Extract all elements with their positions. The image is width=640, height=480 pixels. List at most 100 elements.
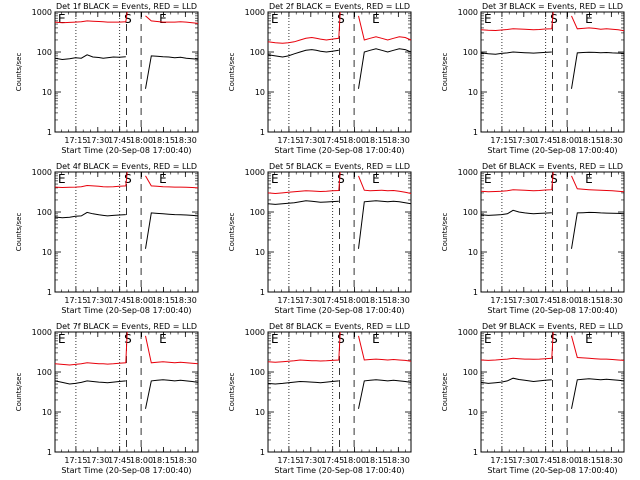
- series-line-lld: [54, 331, 199, 366]
- series-line-lld: [54, 11, 199, 24]
- marker-s: S: [124, 12, 132, 26]
- x-axis-label: Start Time (20-Sep-08 17:00:40): [274, 306, 404, 315]
- y-tick-label: 1000: [245, 8, 265, 17]
- y-axis-label: Counts/sec: [441, 53, 449, 92]
- y-tick-label: 10: [468, 88, 478, 97]
- x-tick-label: 18:30: [387, 456, 410, 465]
- y-tick-label: 10: [42, 248, 52, 257]
- x-tick-label: 18:00: [343, 456, 366, 465]
- marker-e: E: [159, 332, 167, 346]
- marker-s: S: [550, 12, 558, 26]
- x-tick-label: 18:30: [174, 136, 197, 145]
- marker-e: E: [585, 12, 593, 26]
- x-tick-label: 17:15: [490, 296, 513, 305]
- x-axis-label: Start Time (20-Sep-08 17:00:40): [274, 146, 404, 155]
- series-line-events: [480, 377, 625, 409]
- y-axis-label: Counts/sec: [228, 373, 236, 412]
- y-tick-label: 1000: [458, 168, 478, 177]
- x-tick-label: 17:15: [490, 456, 513, 465]
- y-tick-label: 1000: [245, 168, 265, 177]
- x-tick-label: 18:15: [152, 136, 175, 145]
- y-axis-label: Counts/sec: [441, 213, 449, 252]
- panel-det-1: Det 1f BLACK = Events, RED = LLD 1 10 100 10…: [15, 2, 199, 155]
- x-tick-label: 17:15: [277, 136, 300, 145]
- y-tick-label: 1000: [32, 8, 52, 17]
- marker-s: S: [550, 332, 558, 346]
- marker-s: S: [550, 172, 558, 186]
- y-tick-label: 1: [473, 128, 478, 137]
- panel-title: Det 1f BLACK = Events, RED = LLD: [56, 2, 197, 11]
- panel-title: Det 7f BLACK = Events, RED = LLD: [56, 322, 197, 331]
- x-tick-label: 17:15: [64, 136, 87, 145]
- x-tick-label: 18:30: [174, 296, 197, 305]
- y-axis-label: Counts/sec: [441, 373, 449, 412]
- series-line-lld: [267, 331, 412, 363]
- x-tick-label: 17:45: [321, 136, 344, 145]
- x-tick-label: 17:30: [86, 136, 109, 145]
- x-tick-label: 17:30: [86, 296, 109, 305]
- y-tick-label: 1: [260, 448, 265, 457]
- y-tick-label: 100: [37, 208, 52, 217]
- y-axis-label: Counts/sec: [15, 213, 23, 252]
- y-tick-label: 10: [42, 408, 52, 417]
- y-tick-label: 10: [255, 248, 265, 257]
- x-tick-label: 18:00: [130, 136, 153, 145]
- series-line-events: [267, 200, 412, 249]
- y-tick-label: 1000: [32, 168, 52, 177]
- x-tick-label: 17:30: [299, 456, 322, 465]
- y-tick-label: 100: [37, 48, 52, 57]
- x-tick-label: 18:15: [578, 136, 601, 145]
- panel-title: Det 2f BLACK = Events, RED = LLD: [269, 2, 410, 11]
- marker-e-edge: E: [484, 172, 492, 186]
- panel-det-9: Det 9f BLACK = Events, RED = LLD 1 10 100 10…: [441, 322, 625, 475]
- series-line-events: [54, 54, 199, 89]
- marker-e-edge: E: [484, 332, 492, 346]
- panel-title: Det 4f BLACK = Events, RED = LLD: [56, 162, 197, 171]
- x-tick-label: 17:45: [321, 296, 344, 305]
- y-axis-label: Counts/sec: [228, 53, 236, 92]
- x-tick-label: 17:30: [299, 296, 322, 305]
- x-tick-label: 18:15: [365, 296, 388, 305]
- marker-e: E: [372, 172, 380, 186]
- y-tick-label: 100: [250, 208, 265, 217]
- x-tick-label: 17:15: [490, 136, 513, 145]
- x-tick-label: 17:15: [277, 296, 300, 305]
- panel-det-3: Det 3f BLACK = Events, RED = LLD 1 10 100 10…: [441, 2, 625, 155]
- panel-det-5: Det 5f BLACK = Events, RED = LLD 1 10 100 10…: [228, 162, 412, 315]
- x-axis-label: Start Time (20-Sep-08 17:00:40): [487, 306, 617, 315]
- series-line-events: [54, 211, 199, 249]
- marker-s: S: [337, 332, 345, 346]
- x-tick-label: 18:00: [556, 136, 579, 145]
- y-tick-label: 100: [37, 368, 52, 377]
- series-line-events: [267, 379, 412, 409]
- panel-title: Det 8f BLACK = Events, RED = LLD: [269, 322, 410, 331]
- series-line-lld: [480, 171, 625, 193]
- marker-s: S: [124, 332, 132, 346]
- x-tick-label: 18:00: [130, 296, 153, 305]
- panel-title: Det 5f BLACK = Events, RED = LLD: [269, 162, 410, 171]
- x-tick-label: 17:15: [277, 456, 300, 465]
- panel-det-6: Det 6f BLACK = Events, RED = LLD 1 10 100 10…: [441, 162, 625, 315]
- marker-e-edge: E: [271, 332, 279, 346]
- marker-e-edge: E: [484, 12, 492, 26]
- x-tick-label: 17:45: [108, 456, 131, 465]
- panel-det-7: Det 7f BLACK = Events, RED = LLD 1 10 100 10…: [15, 322, 199, 475]
- x-tick-label: 18:30: [600, 296, 623, 305]
- y-tick-label: 1: [47, 288, 52, 297]
- marker-s: S: [124, 172, 132, 186]
- series-line-lld: [267, 171, 412, 195]
- x-tick-label: 17:45: [534, 456, 557, 465]
- x-tick-label: 17:30: [512, 296, 535, 305]
- panel-det-4: Det 4f BLACK = Events, RED = LLD 1 10 100 10…: [15, 162, 199, 315]
- x-tick-label: 18:00: [343, 296, 366, 305]
- y-tick-label: 1000: [458, 8, 478, 17]
- marker-e: E: [159, 172, 167, 186]
- y-tick-label: 1000: [32, 328, 52, 337]
- y-tick-label: 100: [463, 208, 478, 217]
- x-tick-label: 17:15: [64, 296, 87, 305]
- y-tick-label: 10: [42, 88, 52, 97]
- marker-e: E: [372, 12, 380, 26]
- marker-e-edge: E: [58, 172, 66, 186]
- panel-title: Det 6f BLACK = Events, RED = LLD: [482, 162, 623, 171]
- y-tick-label: 100: [463, 368, 478, 377]
